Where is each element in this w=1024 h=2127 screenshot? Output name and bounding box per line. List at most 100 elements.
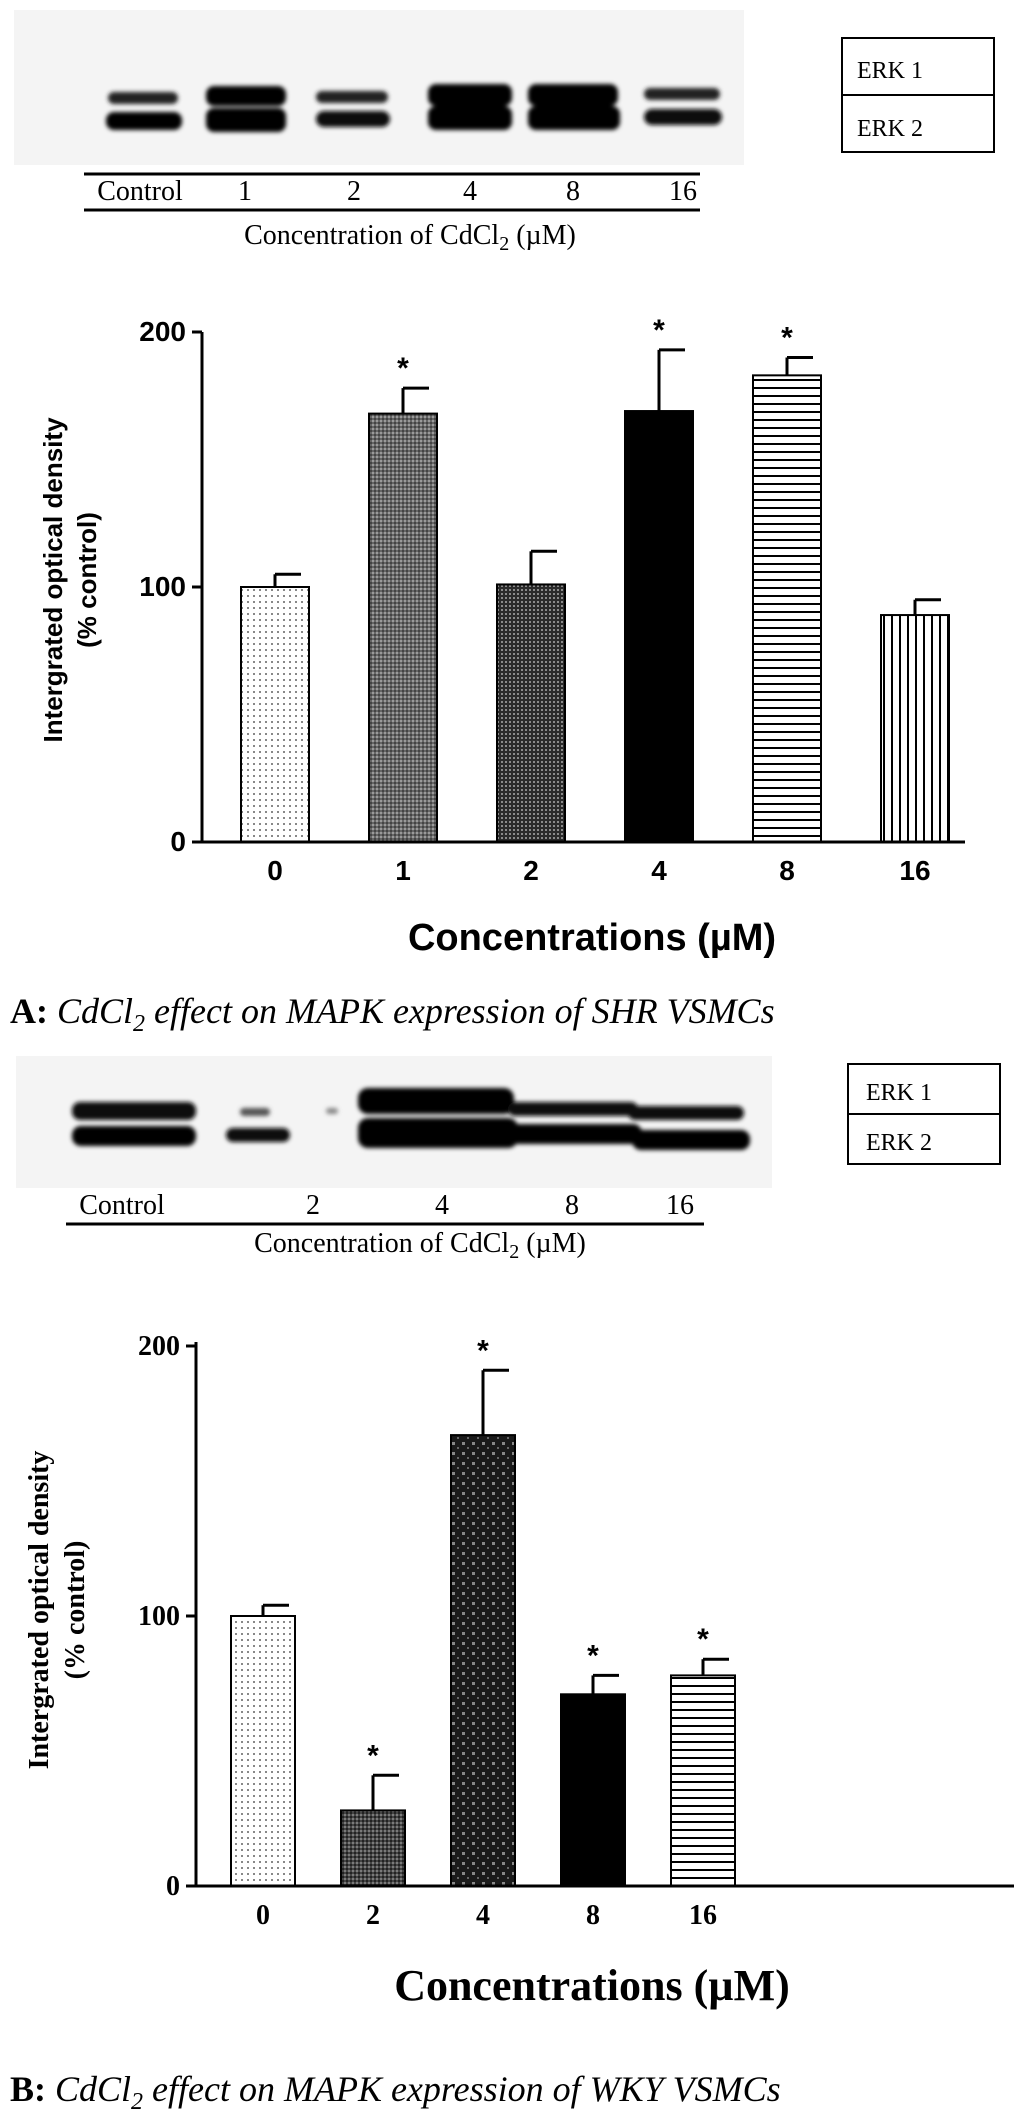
significance-star: * (781, 322, 793, 355)
bar-16 (880, 614, 950, 843)
x-tick-label: 0 (256, 1900, 270, 1931)
chart-b-bars: * * * * (230, 1334, 736, 1888)
significance-star: * (587, 1639, 599, 1672)
blot-a-band-erk2-1 (206, 108, 286, 132)
blot-b-band-erk2-16 (632, 1130, 750, 1150)
bar-8 (560, 1693, 626, 1887)
blot-b-band-erk2-control (72, 1126, 196, 1146)
significance-star: * (397, 352, 409, 385)
bar-0 (230, 1615, 296, 1887)
bar-4 (624, 410, 694, 843)
chart-b-x-ticks: 0 2 4 8 16 (256, 1900, 717, 1931)
y-tick-label: 100 (138, 1601, 180, 1632)
significance-star: * (367, 1739, 379, 1772)
caption-a-text-1: CdCl (48, 991, 134, 1031)
blot-a-xlabel: Concentration of CdCl2 (µM) (244, 220, 576, 255)
blot-a-band-erk2-control (106, 112, 182, 130)
blot-a-lane-label: 8 (566, 176, 580, 207)
blot-b: Control 2 4 8 16 Concentration of CdCl2 … (16, 1056, 1001, 1263)
blot-a: Control 1 2 4 8 16 Concentration of CdCl… (14, 10, 995, 255)
blot-b-band-erk1-2 (240, 1108, 270, 1116)
chart-a-xlabel: Concentrations (µM) (408, 917, 776, 959)
blot-a-band-erk2-4 (428, 106, 512, 130)
blot-b-band-erk1-2b (326, 1108, 338, 1114)
blot-b-band-erk2-2 (226, 1128, 290, 1142)
chart-b: * * * * 0 100 200 0 2 4 8 16 Intergrated optical … (24, 1331, 1014, 2010)
blot-a-band-erk1-control (108, 92, 178, 104)
significance-star: * (697, 1623, 709, 1656)
caption-a-sub: 2 (133, 1011, 146, 1038)
blot-a-background (14, 10, 744, 165)
x-tick-label: 2 (366, 1900, 380, 1931)
blot-a-legend: ERK 1 ERK 2 (841, 37, 995, 153)
caption-b-text-2: effect on MAPK expression of WKY VSMCs (143, 2069, 781, 2109)
blot-a-band-erk1-8 (528, 84, 618, 106)
blot-b-lane-label: 4 (435, 1190, 449, 1221)
significance-star: * (477, 1334, 489, 1367)
chart-b-y-ticks: 0 100 200 (138, 1331, 196, 1902)
blot-b-lane-label: 2 (306, 1190, 320, 1221)
panel-b-figure: Control 2 4 8 16 Concentration of CdCl2 … (16, 1056, 1014, 2010)
x-tick-label: 16 (899, 855, 930, 886)
y-tick-label: 200 (138, 1331, 180, 1362)
caption-b-tag: B: (10, 2069, 46, 2109)
blot-b-legend-erk2: ERK 2 (866, 1130, 932, 1156)
blot-a-lane-label: 1 (238, 176, 252, 207)
y-tick-label: 200 (139, 316, 186, 347)
x-tick-label: 4 (476, 1900, 490, 1931)
blot-b-lane-label: 16 (666, 1190, 694, 1221)
x-tick-label: 8 (586, 1900, 600, 1931)
blot-b-band-erk1-16 (628, 1106, 744, 1120)
blot-a-band-erk1-16 (644, 88, 720, 100)
chart-a-bars: * * * (240, 314, 950, 843)
caption-b-sub: 2 (131, 2089, 144, 2116)
chart-a-x-ticks: 0 1 2 4 8 16 (267, 855, 930, 886)
x-tick-label: 4 (651, 855, 667, 886)
blot-a-legend-erk1: ERK 1 (857, 58, 923, 84)
blot-a-band-erk2-16 (644, 109, 722, 125)
significance-star: * (653, 314, 665, 347)
chart-a-ylabel-line1: Intergrated optical density (38, 417, 68, 743)
bar-16 (670, 1674, 736, 1888)
blot-b-lane-label: 8 (565, 1190, 579, 1221)
x-tick-label: 2 (523, 855, 539, 886)
y-tick-label: 100 (139, 571, 186, 602)
panel-a-figure: Control 1 2 4 8 16 Concentration of CdCl… (14, 10, 995, 959)
blot-b-legend: ERK 1 ERK 2 (847, 1063, 1001, 1165)
blot-b-band-erk2-8 (502, 1124, 642, 1144)
caption-a: A: CdCl2 effect on MAPK expression of SH… (10, 990, 775, 1038)
blot-a-band-erk1-2 (316, 91, 388, 103)
blot-a-lane-label: 2 (347, 176, 361, 207)
bar-2 (496, 583, 566, 843)
x-tick-label: 1 (395, 855, 411, 886)
blot-a-legend-erk2: ERK 2 (857, 116, 923, 142)
caption-a-text-2: effect on MAPK expression of SHR VSMCs (145, 991, 775, 1031)
blot-a-band-erk2-2 (316, 111, 390, 127)
blot-b-band-erk2-4 (358, 1118, 518, 1148)
chart-a: * * * 0 100 200 0 1 2 4 8 16 Intergrated optical … (38, 314, 965, 959)
blot-b-legend-erk1: ERK 1 (866, 1080, 932, 1106)
blot-b-band-erk1-control (72, 1102, 196, 1120)
caption-b-text-1: CdCl (46, 2069, 132, 2109)
bar-4 (450, 1434, 516, 1887)
panel-a: Control 1 2 4 8 16 Concentration of CdCl… (0, 0, 1024, 1050)
blot-b-xlabel: Concentration of CdCl2 (µM) (254, 1228, 586, 1263)
blot-a-band-erk1-1 (206, 86, 286, 106)
blot-a-lane-label: 16 (669, 176, 697, 207)
x-tick-label: 16 (689, 1900, 717, 1931)
panel-b: Control 2 4 8 16 Concentration of CdCl2 … (0, 1050, 1024, 2122)
y-tick-label: 0 (166, 1871, 180, 1902)
blot-b-bands (72, 1088, 750, 1150)
chart-b-xlabel: Concentrations (µM) (394, 1961, 790, 2010)
x-tick-label: 0 (267, 855, 283, 886)
blot-b-band-erk1-4 (358, 1088, 514, 1114)
blot-a-band-erk2-8 (528, 106, 620, 130)
blot-b-lane-label: Control (79, 1190, 165, 1221)
x-tick-label: 8 (779, 855, 795, 886)
chart-b-ylabel-line1: Intergrated optical density (24, 1451, 55, 1770)
chart-b-ylabel-line2: (% control) (60, 1541, 91, 1680)
blot-b-band-erk1-8 (508, 1102, 638, 1116)
blot-a-lane-label: 4 (463, 176, 477, 207)
blot-a-bands (106, 84, 722, 132)
blot-a-band-erk1-4 (428, 84, 512, 106)
